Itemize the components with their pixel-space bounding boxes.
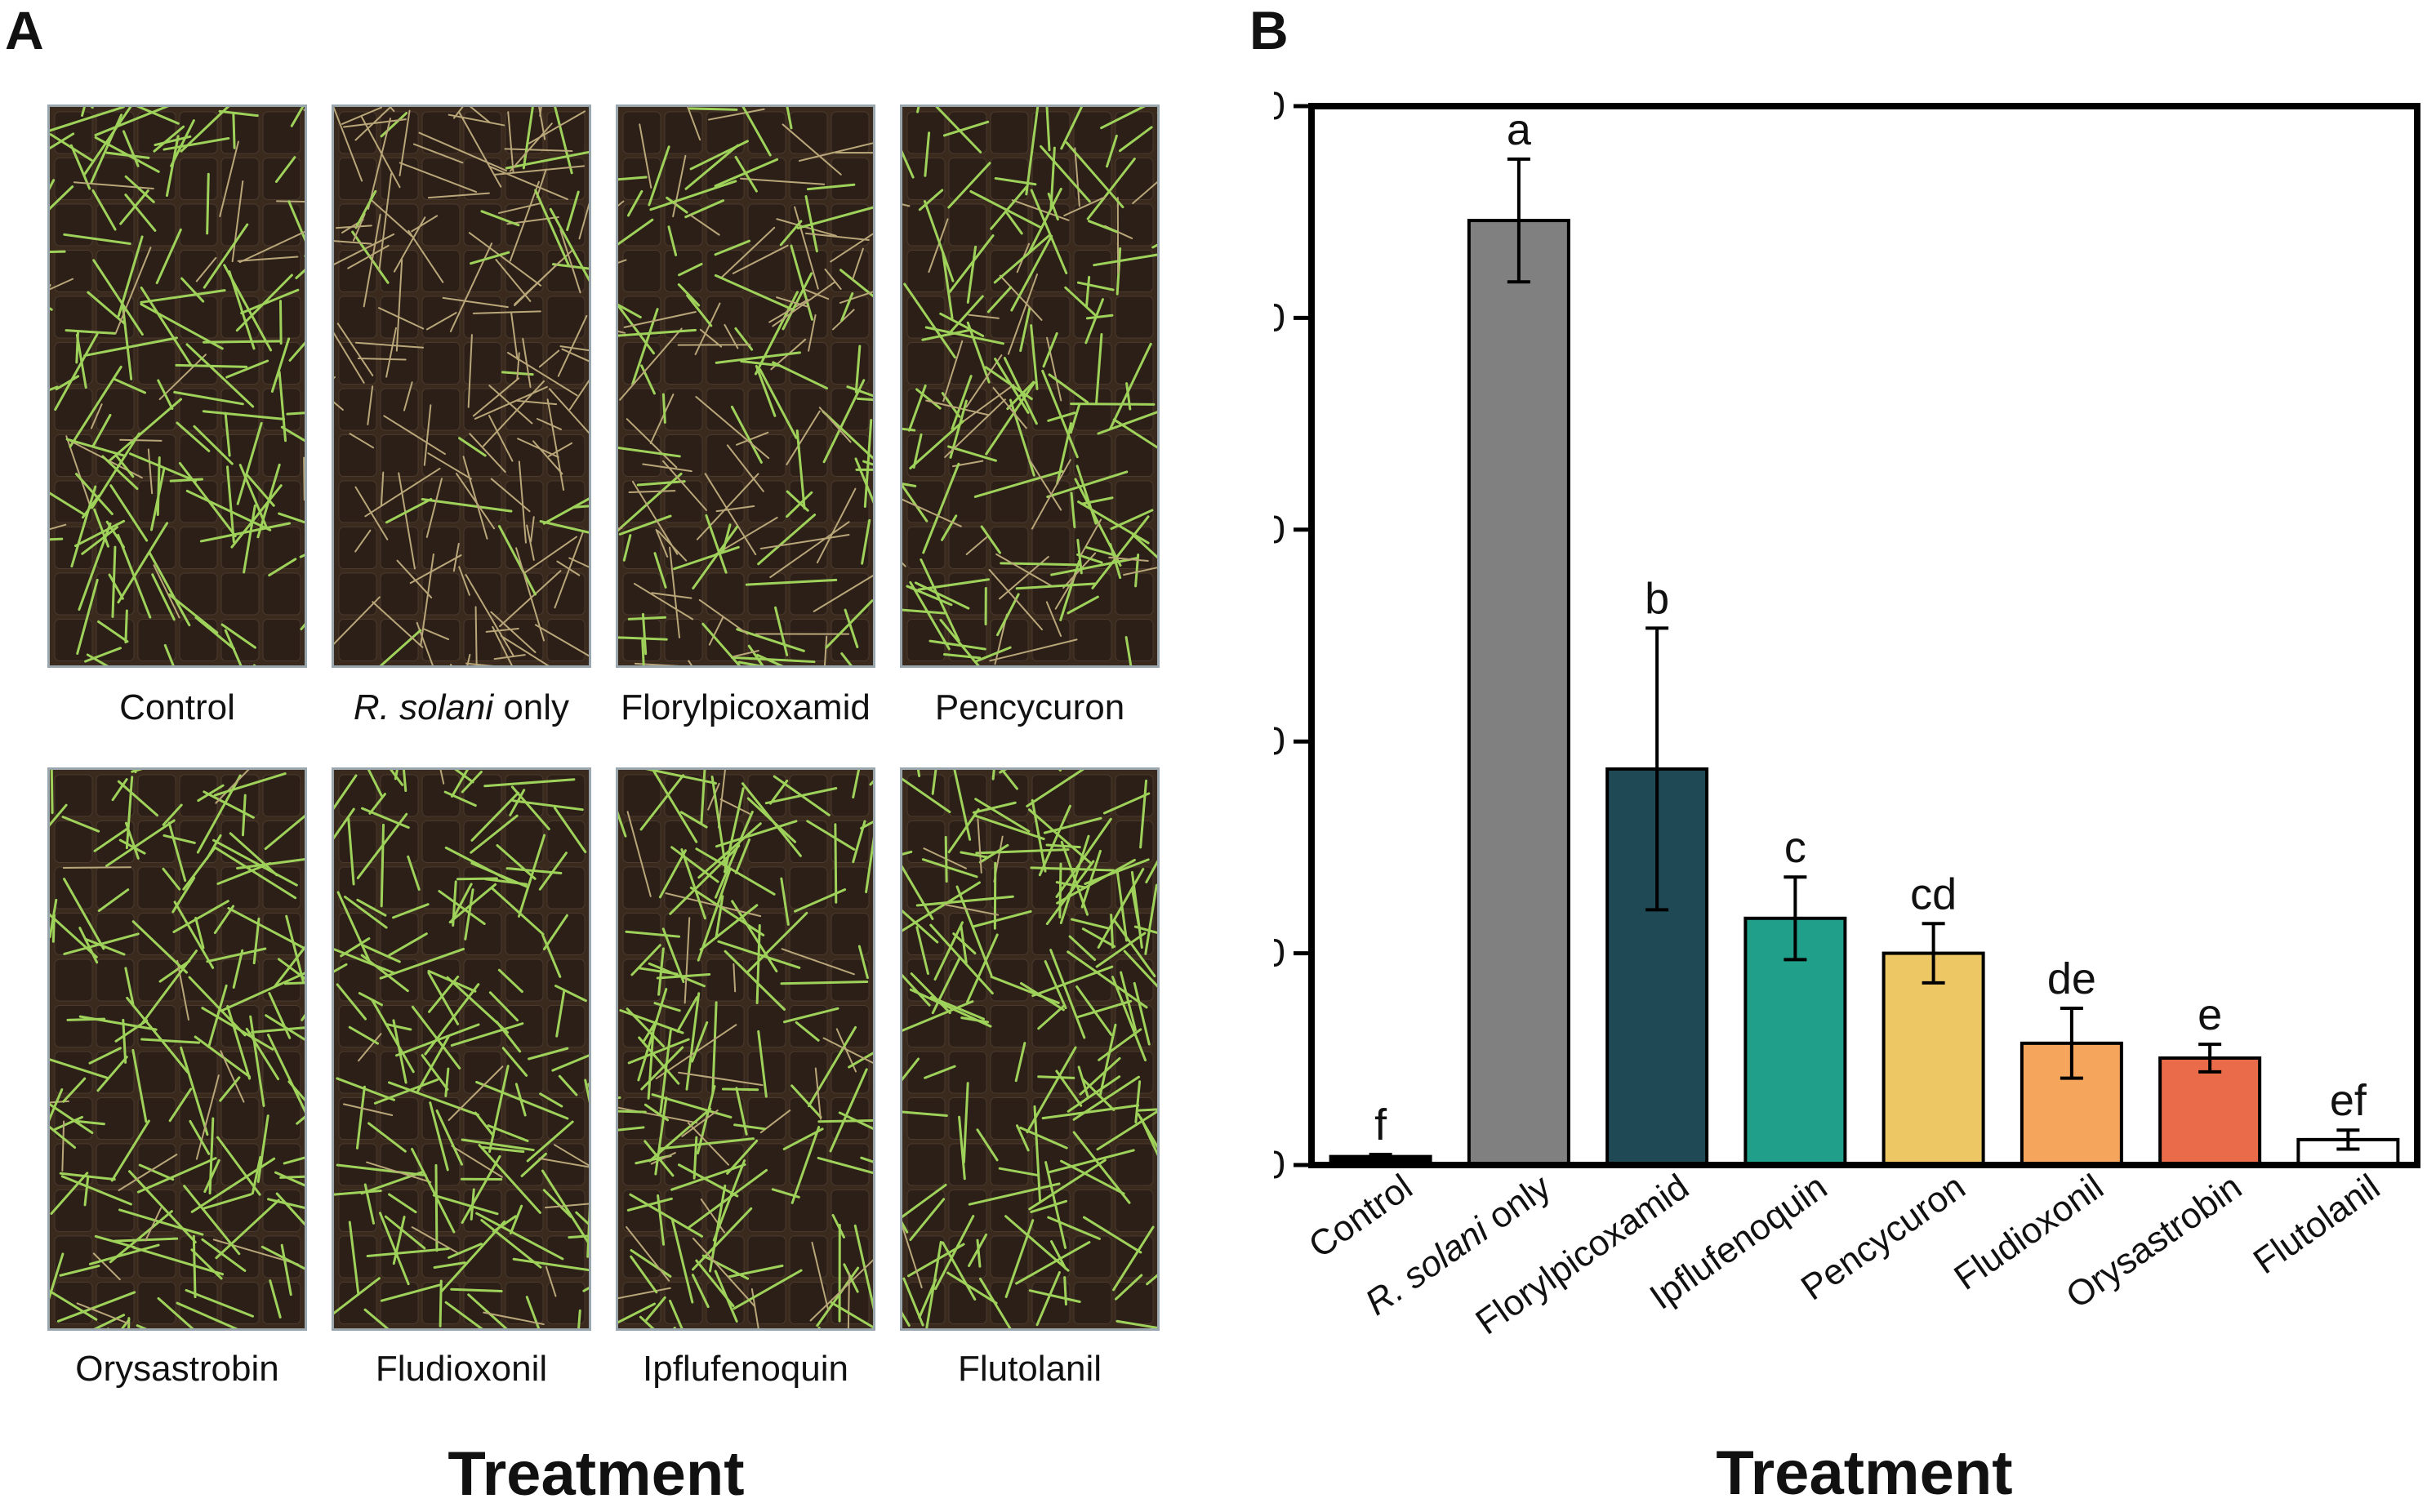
tray-photo — [900, 767, 1160, 1331]
tray-photo — [332, 767, 591, 1331]
tray-photo — [332, 105, 591, 668]
tray-photo — [47, 105, 307, 668]
significance-letter: f — [1374, 1101, 1387, 1150]
y-tick-label: 100 — [1274, 85, 1285, 128]
tray-label: Control — [119, 687, 235, 727]
tray-label: Pencycuron — [934, 687, 1125, 727]
tray-photo — [900, 105, 1160, 668]
bar — [2158, 1056, 2262, 1167]
significance-letter: a — [1507, 105, 1532, 154]
bar — [1881, 951, 1985, 1167]
significance-letter: b — [1645, 574, 1669, 623]
y-tick-label: 40 — [1274, 720, 1285, 763]
panel-label-b: B — [1249, 0, 1289, 60]
tray-label: Florylpicoxamid — [621, 687, 871, 727]
x-axis-label: Treatment — [1716, 1439, 2012, 1508]
x-tick-label: Flutolanil — [2247, 1167, 2387, 1282]
panel-a-x-axis-label: Treatment — [448, 1439, 745, 1509]
plot-frame — [1308, 103, 2420, 1168]
significance-letter: de — [2047, 954, 2096, 1003]
bar-chart: 020406080100fControlaR. solani onlybFlor… — [1274, 85, 2420, 1508]
tray-label: R. solani only — [353, 687, 570, 727]
y-tick-label: 60 — [1274, 509, 1285, 552]
tray-label: Fludioxonil — [375, 1349, 548, 1389]
significance-letter: cd — [1910, 869, 1957, 918]
significance-letter: c — [1784, 823, 1806, 872]
significance-letter: e — [2198, 990, 2222, 1039]
y-tick-label: 20 — [1274, 932, 1285, 976]
tray-label: Ipflufenoquin — [643, 1349, 848, 1389]
y-tick-label: 80 — [1274, 296, 1285, 340]
y-tick-label: 0 — [1274, 1144, 1285, 1187]
x-tick-label: Control — [1302, 1167, 1419, 1265]
tray-label-italic: R. solani — [353, 687, 494, 727]
tray-label: Flutolanil — [957, 1349, 1102, 1389]
bar — [1467, 219, 1570, 1167]
panel-label-a: A — [5, 0, 44, 60]
tray-photo — [616, 105, 875, 668]
tray-photo — [47, 767, 307, 1331]
tray-photo — [616, 767, 875, 1331]
tray-label: Orysastrobin — [75, 1349, 279, 1389]
significance-letter: ef — [2330, 1076, 2367, 1125]
